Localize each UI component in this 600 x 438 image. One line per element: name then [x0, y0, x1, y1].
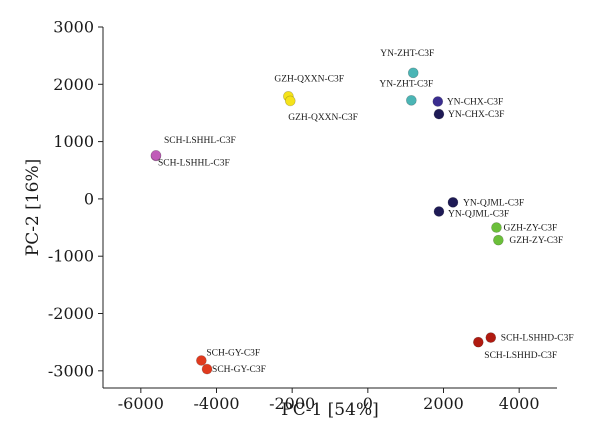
data-point — [150, 150, 162, 161]
x-tick-label: 0 — [363, 394, 373, 413]
x-tick-label: -4000 — [193, 394, 239, 413]
point-label: SCH-LSHHD-C3F — [484, 351, 557, 361]
data-point — [433, 206, 445, 217]
data-point — [432, 96, 444, 107]
x-tick-label: -6000 — [118, 394, 164, 413]
axes: -6000 -4000 -2000 0 2000 4000 3000 2000 1000 0 -10… — [48, 18, 557, 413]
point-label: YN-QJML-C3F — [463, 198, 524, 208]
point-labels: YN-ZHT-C3F YN-ZHT-C3F GZH-QXXN-C3F GZH-QXXN… — [158, 49, 574, 375]
data-point — [196, 355, 207, 366]
y-tick-label: -1000 — [48, 247, 94, 266]
data-point — [201, 363, 213, 375]
data-point — [407, 67, 419, 79]
point-label: YN-CHX-C3F — [448, 110, 504, 120]
x-axis-title: PC-1 [54%] — [281, 400, 378, 420]
y-tick-label: 1000 — [53, 132, 94, 151]
data-point — [491, 222, 502, 233]
data-point — [473, 336, 484, 348]
y-tick-label: -3000 — [48, 361, 94, 380]
point-label: YN-ZHT-C3F — [379, 79, 433, 89]
data-point — [284, 95, 296, 107]
y-tick-label: -2000 — [48, 304, 94, 323]
point-label: YN-ZHT-C3F — [380, 49, 434, 59]
point-label: SCH-GY-C3F — [206, 348, 260, 358]
y-tick-label: 3000 — [53, 18, 94, 37]
point-label: SCH-LSHHL-C3F — [158, 158, 230, 168]
point-label: SCH-GY-C3F — [212, 365, 266, 375]
data-point — [485, 332, 497, 343]
x-tick-label: -2000 — [269, 394, 315, 413]
point-label: GZH-ZY-C3F — [509, 236, 563, 246]
point-label: GZH-QXXN-C3F — [288, 113, 358, 123]
point-label: YN-CHX-C3F — [447, 97, 503, 107]
y-tick-label: 2000 — [53, 75, 94, 94]
data-point — [433, 108, 445, 120]
point-label: YN-QJML-C3F — [448, 210, 509, 220]
data-point — [493, 234, 504, 246]
data-point — [406, 95, 417, 106]
x-tick-label: 4000 — [499, 394, 540, 413]
point-label: SCH-LSHHD-C3F — [501, 334, 574, 344]
data-points — [150, 67, 504, 375]
y-axis-title: PC-2 [16%] — [23, 159, 43, 256]
x-tick-label: 2000 — [423, 394, 464, 413]
point-label: GZH-ZY-C3F — [503, 224, 557, 234]
point-label: GZH-QXXN-C3F — [274, 74, 344, 84]
point-label: SCH-LSHHL-C3F — [164, 136, 236, 146]
y-tick-label: 0 — [84, 189, 94, 208]
data-point — [447, 197, 459, 208]
